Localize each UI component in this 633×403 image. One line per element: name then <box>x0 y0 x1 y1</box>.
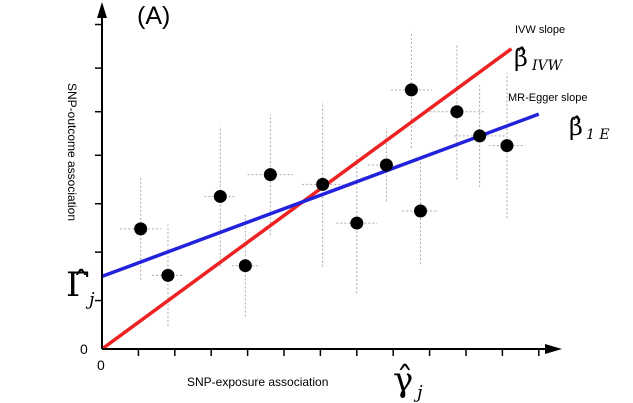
x-origin-label: 0 <box>97 357 105 373</box>
fit-lines-group <box>100 47 540 351</box>
egger-beta-subscript: 1 E <box>586 127 610 143</box>
x-axis-label: SNP-exposure association <box>187 375 328 389</box>
data-point-5 <box>316 177 330 191</box>
y-axis-arrow <box>97 2 107 18</box>
data-point-6 <box>350 216 364 230</box>
points-group <box>134 83 514 282</box>
data-point-3 <box>238 259 252 273</box>
axes-group <box>95 2 562 356</box>
ivw-beta-subscript: IVW <box>531 58 564 74</box>
data-point-1 <box>161 268 175 282</box>
data-point-11 <box>473 129 487 143</box>
data-point-2 <box>213 189 227 203</box>
data-point-9 <box>414 204 427 218</box>
data-point-8 <box>404 83 418 97</box>
data-point-0 <box>134 222 148 236</box>
y-origin-label: 0 <box>80 341 88 357</box>
x-axis-arrow <box>545 344 562 354</box>
ivw-beta-symbol: β̂ <box>514 44 528 72</box>
panel-label: (A) <box>137 2 170 30</box>
y-axis-label: SNP-outcome association <box>65 83 79 221</box>
y-axis-subscript: j <box>85 289 95 310</box>
data-point-4 <box>263 168 277 182</box>
x-axis-subscript: j <box>413 382 423 403</box>
y-axis-symbol: Γ̂ <box>66 265 90 305</box>
x-axis-symbol: γ̂ <box>393 360 413 400</box>
egger-beta-symbol: β̂ <box>569 113 583 141</box>
data-point-12 <box>500 139 514 153</box>
egger-slope-line <box>101 112 540 278</box>
data-point-7 <box>379 158 393 172</box>
data-point-10 <box>450 105 464 119</box>
egger-slope-label: MR-Egger slope <box>508 92 587 104</box>
ivw-slope-label: IVW slope <box>515 24 565 36</box>
